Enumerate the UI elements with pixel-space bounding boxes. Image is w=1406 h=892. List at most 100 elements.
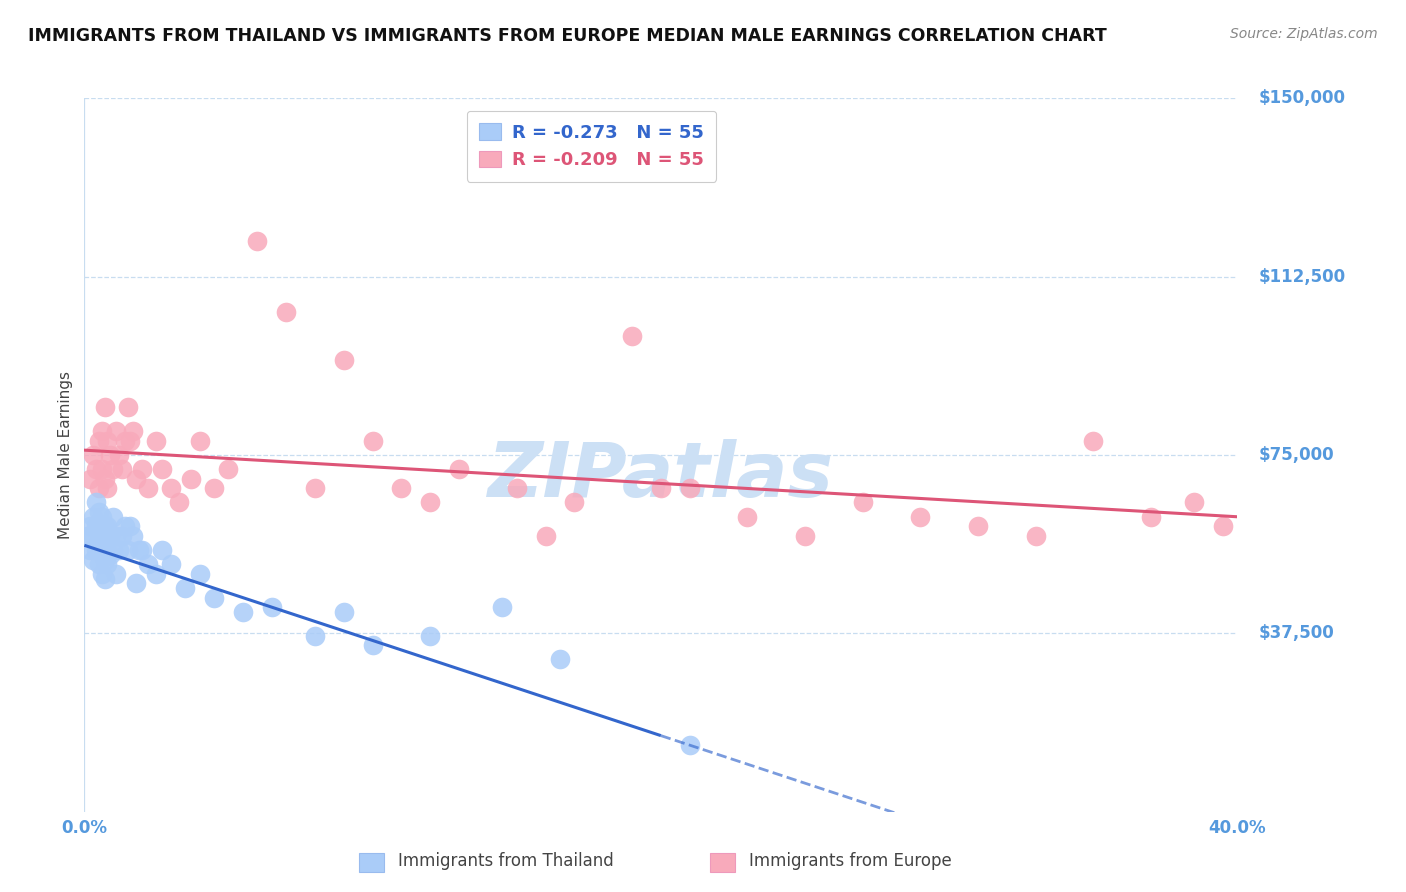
Text: $150,000: $150,000	[1258, 89, 1346, 107]
Point	[737, 509, 759, 524]
Point	[232, 605, 254, 619]
Point	[562, 495, 586, 509]
Point	[274, 305, 298, 319]
Point	[678, 481, 700, 495]
Point	[304, 629, 326, 643]
Point	[852, 495, 875, 509]
Point	[391, 481, 413, 495]
Point	[84, 519, 107, 533]
Point	[304, 481, 326, 495]
Point	[98, 529, 121, 543]
Point	[90, 424, 112, 438]
Point	[82, 509, 104, 524]
Point	[108, 448, 131, 462]
Text: $112,500: $112,500	[1258, 268, 1346, 285]
Point	[96, 558, 118, 572]
Point	[76, 529, 98, 543]
Point	[131, 543, 153, 558]
Point	[108, 543, 131, 558]
Point	[160, 558, 183, 572]
Point	[82, 448, 104, 462]
Point	[1081, 434, 1104, 448]
Point	[145, 434, 167, 448]
Y-axis label: Median Male Earnings: Median Male Earnings	[58, 371, 73, 539]
Text: $37,500: $37,500	[1258, 624, 1334, 642]
Point	[105, 566, 128, 581]
Point	[361, 638, 384, 652]
Point	[114, 434, 136, 448]
Point	[491, 600, 513, 615]
Point	[93, 401, 115, 415]
Point	[260, 600, 283, 615]
Point	[217, 462, 239, 476]
Point	[908, 509, 931, 524]
Point	[90, 509, 112, 524]
Point	[202, 481, 225, 495]
Point	[79, 543, 101, 558]
Point	[82, 552, 104, 566]
Point	[120, 434, 142, 448]
Point	[332, 605, 354, 619]
Point	[169, 495, 191, 509]
Point	[1024, 529, 1046, 543]
Legend: R = -0.273   N = 55, R = -0.209   N = 55: R = -0.273 N = 55, R = -0.209 N = 55	[467, 111, 717, 182]
Point	[90, 462, 112, 476]
Point	[332, 352, 354, 367]
Point	[84, 462, 107, 476]
Point	[447, 462, 470, 476]
Text: IMMIGRANTS FROM THAILAND VS IMMIGRANTS FROM EUROPE MEDIAN MALE EARNINGS CORRELAT: IMMIGRANTS FROM THAILAND VS IMMIGRANTS F…	[28, 27, 1107, 45]
Point	[678, 738, 700, 752]
Point	[202, 591, 225, 605]
Point	[103, 462, 124, 476]
Point	[111, 462, 134, 476]
Point	[93, 552, 115, 566]
Point	[111, 529, 134, 543]
Text: ZIPatlas: ZIPatlas	[488, 440, 834, 513]
Point	[84, 495, 107, 509]
Text: $75,000: $75,000	[1258, 446, 1334, 464]
Point	[103, 543, 124, 558]
Point	[128, 543, 150, 558]
Point	[96, 519, 118, 533]
Point	[145, 566, 167, 581]
Point	[90, 543, 112, 558]
Point	[180, 472, 202, 486]
Point	[96, 533, 118, 548]
Point	[122, 424, 145, 438]
Point	[93, 519, 115, 533]
Point	[90, 566, 112, 581]
Point	[93, 472, 115, 486]
Point	[122, 529, 145, 543]
Point	[87, 533, 110, 548]
Point	[103, 509, 124, 524]
Point	[117, 543, 139, 558]
Point	[120, 519, 142, 533]
Point	[87, 505, 110, 519]
Point	[534, 529, 557, 543]
Point	[87, 434, 110, 448]
Point	[246, 234, 269, 248]
Point	[621, 329, 644, 343]
Point	[93, 572, 115, 586]
Point	[114, 519, 136, 533]
Text: Source: ZipAtlas.com: Source: ZipAtlas.com	[1230, 27, 1378, 41]
Point	[125, 576, 148, 591]
Point	[1212, 519, 1234, 533]
Point	[188, 566, 211, 581]
Point	[419, 629, 441, 643]
Point	[87, 558, 110, 572]
Point	[105, 424, 128, 438]
Text: Immigrants from Thailand: Immigrants from Thailand	[398, 852, 614, 870]
Point	[650, 481, 672, 495]
Point	[1182, 495, 1205, 509]
Point	[125, 472, 148, 486]
Point	[79, 472, 101, 486]
Point	[98, 448, 121, 462]
Point	[793, 529, 815, 543]
Point	[105, 529, 128, 543]
Point	[117, 401, 139, 415]
Point	[82, 529, 104, 543]
Point	[150, 543, 173, 558]
Point	[188, 434, 211, 448]
Point	[87, 481, 110, 495]
